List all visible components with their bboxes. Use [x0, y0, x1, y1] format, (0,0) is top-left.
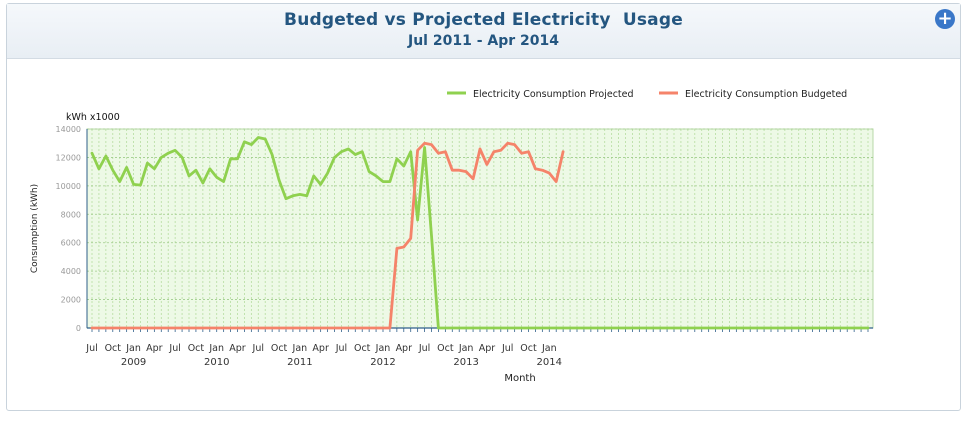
x-tick-label: Jan	[458, 343, 474, 354]
y-tick-label: 8000	[61, 210, 81, 219]
x-tick-label: Apr	[146, 343, 163, 354]
x-tick-label: Jul	[85, 343, 97, 354]
x-year-label: 2012	[370, 357, 395, 368]
x-tick-label: Oct	[105, 343, 122, 354]
y-tick-label: 6000	[61, 239, 81, 248]
chart-header: Budgeted vs Projected Electricity Usage …	[7, 4, 960, 59]
legend-label: Electricity Consumption Budgeted	[685, 89, 847, 100]
x-tick-label: Jan	[541, 343, 557, 354]
x-tick-label: Jan	[375, 343, 391, 354]
x-tick-label: Jul	[501, 343, 513, 354]
x-tick-label: Apr	[312, 343, 329, 354]
x-axis-label: Month	[504, 373, 535, 384]
x-year-label: 2011	[287, 357, 312, 368]
x-tick-label: Apr	[479, 343, 496, 354]
chart-subtitle: Jul 2011 - Apr 2014	[408, 33, 559, 49]
x-tick-label: Apr	[229, 343, 246, 354]
y-tick-label: 14000	[56, 125, 81, 134]
y-tick-label: 12000	[56, 153, 81, 162]
x-tick-label: Oct	[271, 343, 288, 354]
y-axis-label: Consumption (kWh)	[30, 184, 40, 273]
x-tick-label: Oct	[188, 343, 205, 354]
chart-title: Budgeted vs Projected Electricity Usage	[284, 10, 683, 30]
x-year-label: 2013	[453, 357, 478, 368]
x-year-label: 2014	[537, 357, 562, 368]
x-tick-label: Jan	[292, 343, 308, 354]
x-tick-label: Jul	[335, 343, 347, 354]
y-tick-label: 10000	[56, 182, 81, 191]
x-tick-label: Jul	[418, 343, 430, 354]
x-tick-label: Jan	[208, 343, 224, 354]
x-year-label: 2009	[121, 357, 146, 368]
legend-label: Electricity Consumption Projected	[473, 89, 634, 100]
y-tick-label: 0	[76, 324, 81, 333]
x-tick-label: Oct	[437, 343, 454, 354]
x-tick-label: Oct	[520, 343, 537, 354]
x-tick-label: Apr	[396, 343, 413, 354]
x-year-label: 2010	[204, 357, 229, 368]
x-tick-label: Oct	[354, 343, 371, 354]
unit-label: kWh x1000	[66, 112, 120, 123]
projected-series-line	[90, 136, 870, 330]
y-tick-label: 2000	[61, 296, 81, 305]
y-tick-label: 4000	[61, 267, 81, 276]
x-tick-label: Jul	[168, 343, 180, 354]
budgeted-series-line	[90, 141, 565, 330]
x-tick-label: Jan	[125, 343, 141, 354]
x-tick-label: Jul	[252, 343, 264, 354]
plus-circle-icon[interactable]: +	[935, 9, 955, 29]
